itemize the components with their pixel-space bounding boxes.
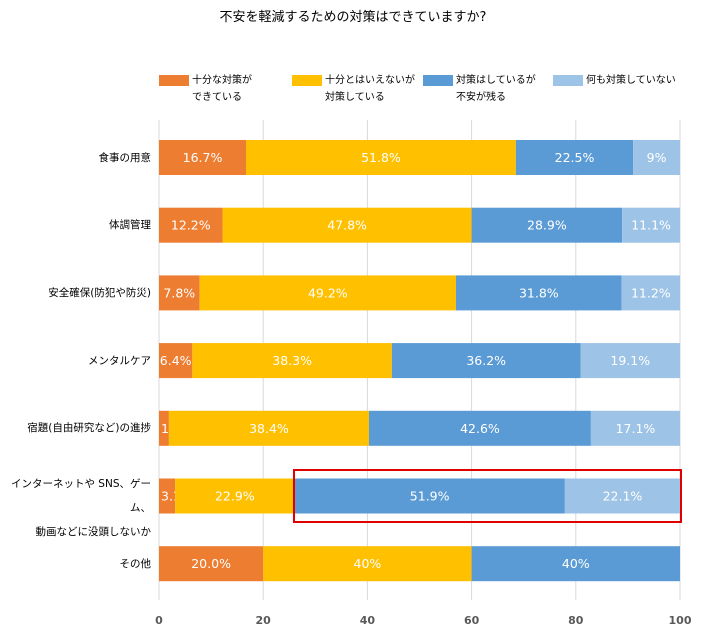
data-label: 28.9%: [527, 218, 567, 233]
data-label: 20.0%: [191, 556, 231, 571]
legend-swatch: [292, 75, 322, 86]
category-label: その他: [119, 557, 152, 570]
data-label: 19.1%: [610, 353, 650, 368]
data-label: 38.3%: [272, 353, 312, 368]
x-tick-label: 40: [360, 614, 376, 627]
bar-segment: [633, 140, 680, 175]
data-label: 17.1%: [616, 421, 656, 436]
bar-segment: [580, 343, 680, 379]
category-label: インターネットや SNS、ゲーム、 動画などに没頭しないか: [10, 478, 151, 538]
bar-segment: [294, 478, 565, 514]
data-label: 22.9%: [215, 489, 255, 504]
bar-segment: [222, 207, 472, 243]
category-label: 食事の用意: [98, 151, 152, 164]
bar-segment: [391, 343, 581, 379]
bar-segment: [159, 478, 176, 514]
x-tick-label: 60: [464, 614, 480, 627]
legend-label: 十分とはいえないが 対策している: [325, 75, 415, 103]
data-label: 51.9%: [410, 489, 450, 504]
data-label: 6.4%: [160, 353, 192, 368]
data-label: 22.5%: [555, 150, 595, 165]
legend-label: 対策はしているが 不安が残る: [456, 75, 536, 103]
bar-segment: [471, 546, 680, 582]
x-tick-label: 20: [256, 614, 272, 627]
bar-segment: [564, 478, 680, 514]
legend-swatch: [553, 75, 583, 86]
bar-segment: [622, 207, 680, 243]
bar-segment: [168, 410, 369, 446]
data-label: 22.1%: [603, 489, 643, 504]
data-label: 51.8%: [361, 150, 401, 165]
bar-segment: [471, 207, 623, 243]
x-tick-label: 100: [669, 614, 692, 627]
highlight-box: [293, 469, 682, 523]
data-label: 36.2%: [466, 353, 506, 368]
category-label: 体調管理: [109, 219, 151, 232]
legend-swatch: [423, 75, 453, 86]
bar-segment: [199, 275, 456, 311]
bar-segment: [368, 410, 591, 446]
data-label: 12.2%: [171, 218, 211, 233]
legend-label: 何も対策していない: [586, 75, 676, 86]
data-label: 40%: [354, 556, 382, 571]
data-label: 38.4%: [249, 421, 289, 436]
bar-segment: [159, 140, 247, 175]
x-tick-label: 80: [568, 614, 584, 627]
bar-segment: [159, 343, 193, 379]
data-label: 49.2%: [308, 285, 348, 300]
bar-segment: [621, 275, 680, 311]
bar-segment: [590, 410, 680, 446]
bar-segment: [159, 410, 169, 446]
data-label: 31.8%: [519, 285, 559, 300]
bar-segment: [175, 478, 295, 514]
data-label: 16.7%: [183, 150, 223, 165]
chart-title: 不安を軽減するための対策はできていますか?: [219, 10, 487, 25]
legend-swatch: [159, 75, 189, 86]
data-label: 40%: [562, 556, 590, 571]
data-label: 7.8%: [163, 285, 195, 300]
bar-segment: [159, 275, 200, 311]
data-label: 11.1%: [631, 218, 671, 233]
bar-segment: [263, 546, 472, 582]
category-label: メンタルケア: [88, 354, 151, 367]
data-label: 42.6%: [460, 421, 500, 436]
bar-segment: [515, 140, 634, 175]
x-tick-label: 0: [155, 614, 163, 627]
legend-label: 十分な対策が できている: [192, 75, 252, 103]
bar-segment: [246, 140, 516, 175]
bar-segment: [192, 343, 392, 379]
data-label: 9%: [647, 150, 667, 165]
category-label: 宿題(自由研究など)の進捗: [27, 422, 151, 435]
bar-segment: [159, 546, 264, 582]
data-label: 11.2%: [631, 285, 671, 300]
bar-segment: [159, 207, 223, 243]
category-label: 安全確保(防犯や防災): [48, 286, 151, 299]
data-label: 47.8%: [327, 218, 367, 233]
bar-segment: [455, 275, 622, 311]
